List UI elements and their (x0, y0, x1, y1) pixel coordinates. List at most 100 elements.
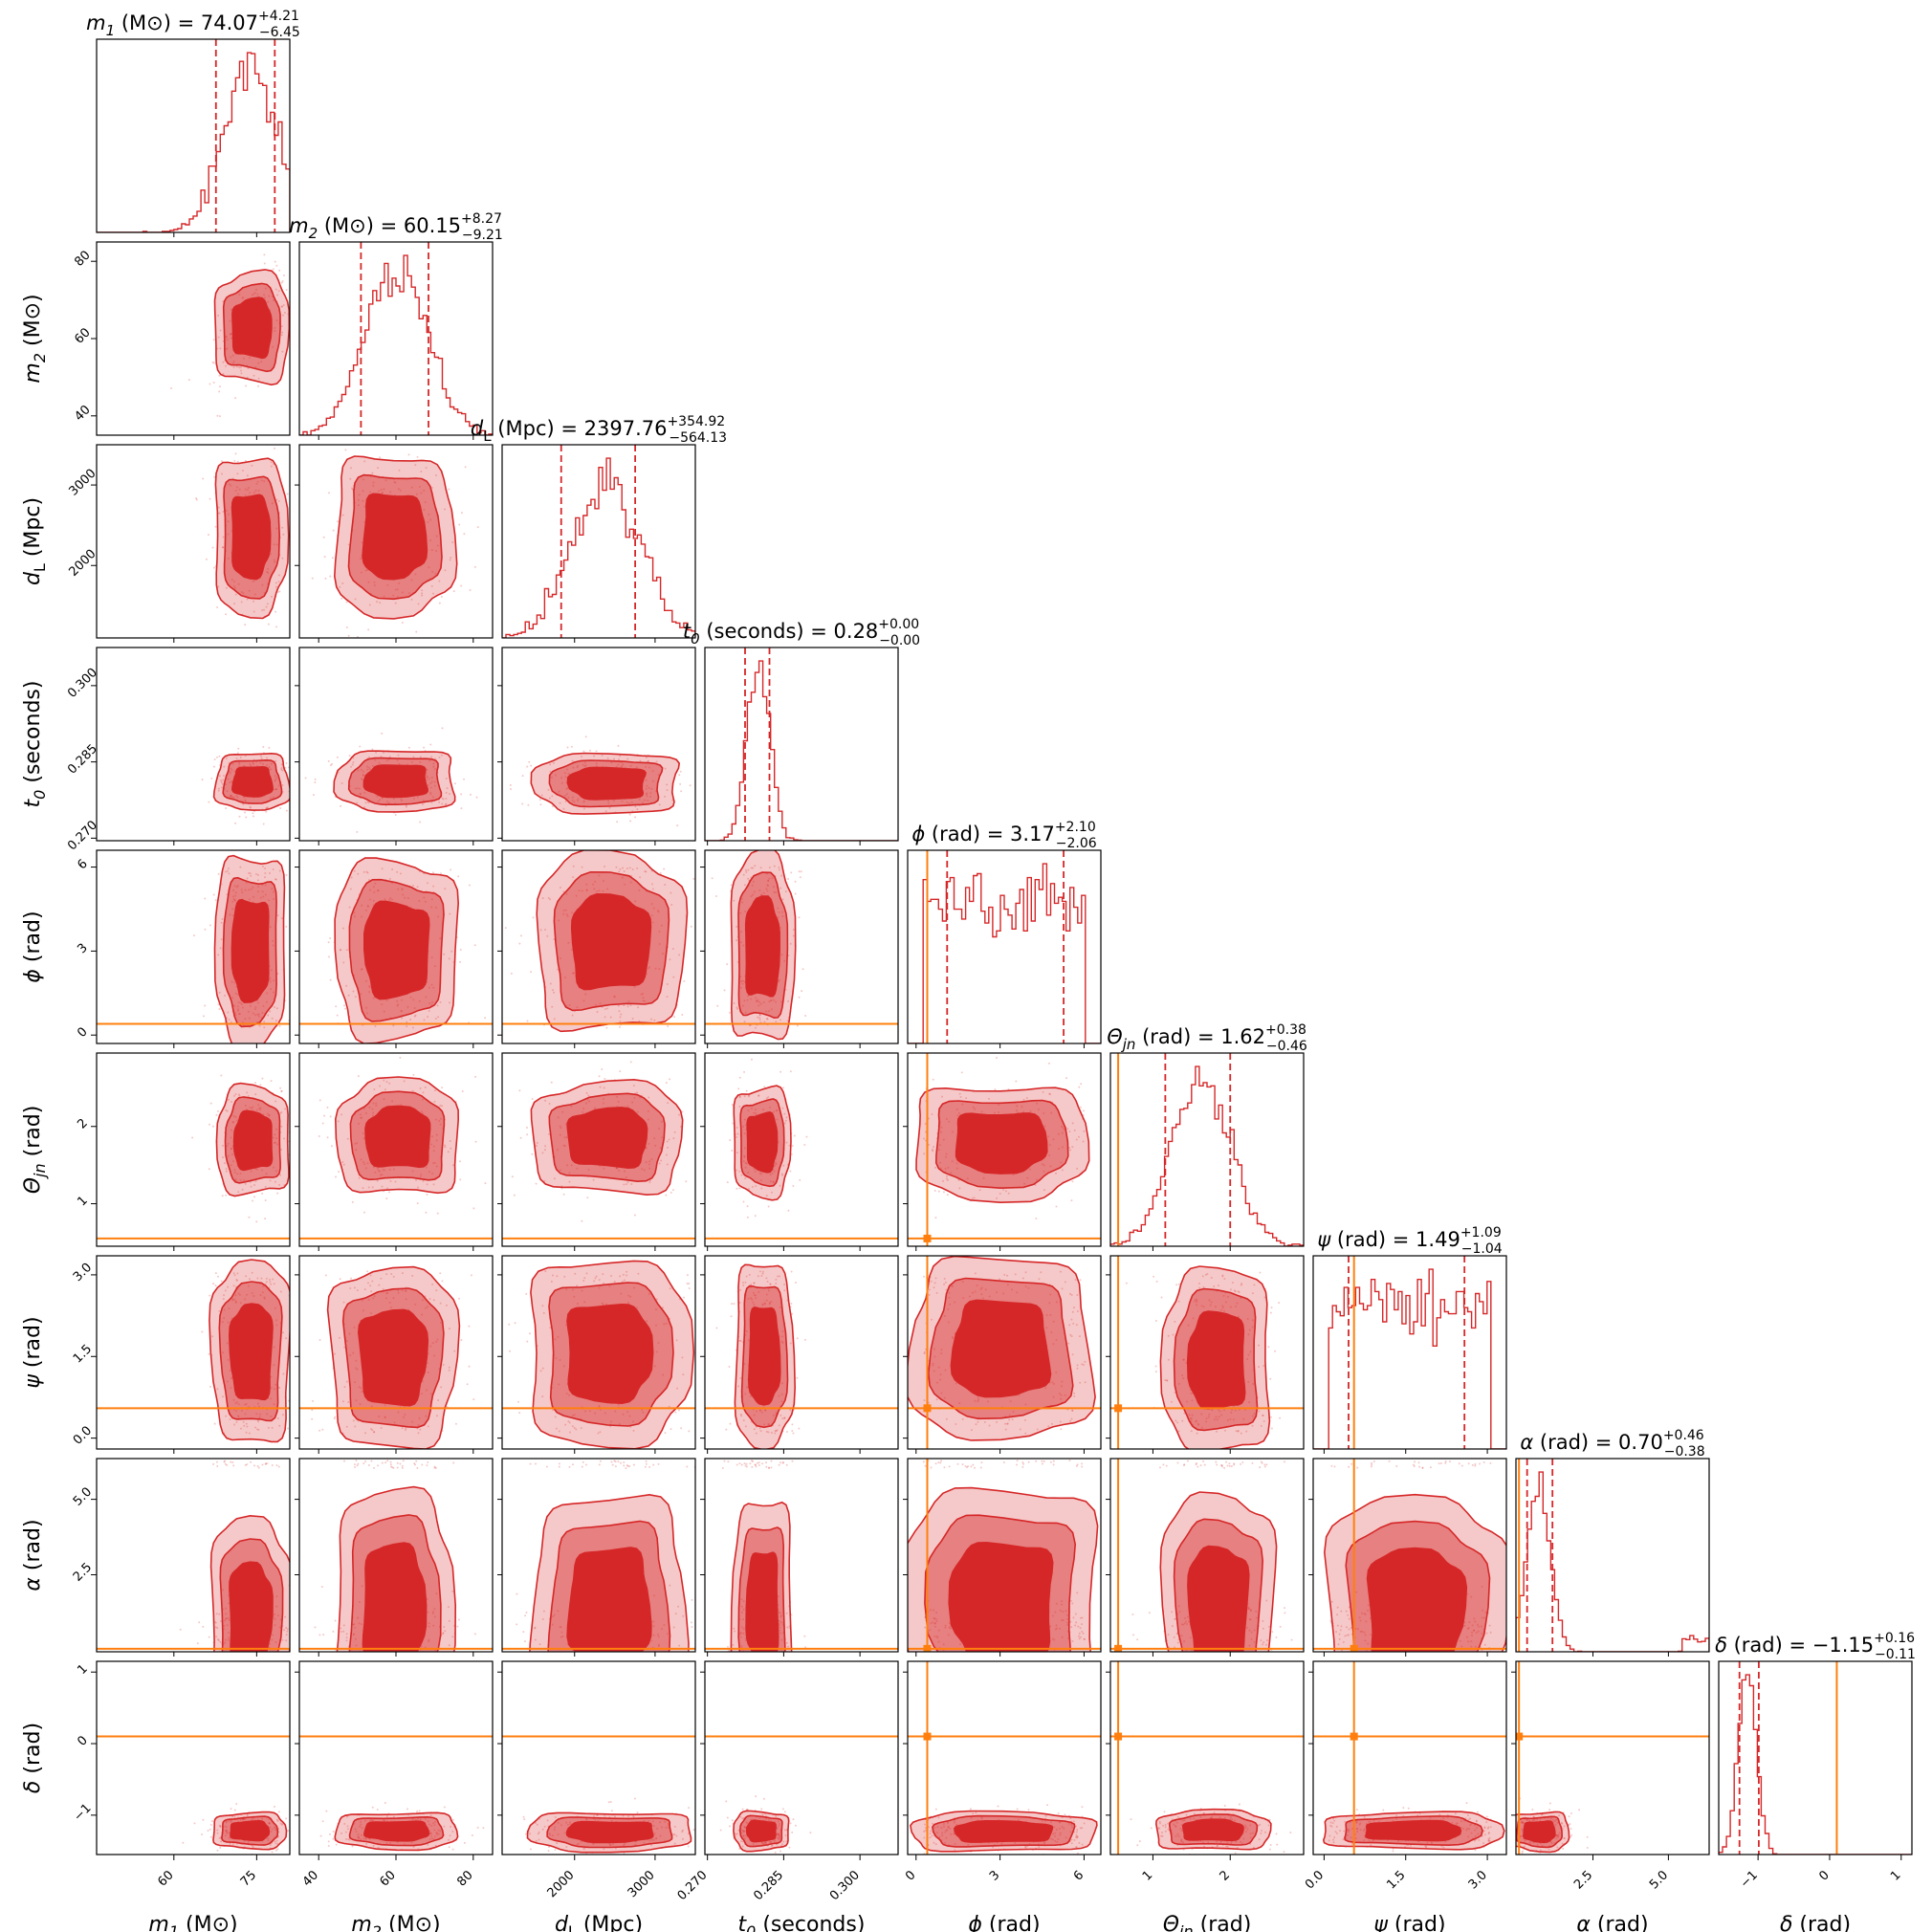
sample-point (747, 1094, 750, 1097)
sample-point (608, 806, 611, 809)
sample-point (244, 1182, 247, 1185)
sample-point (265, 1000, 268, 1003)
sample-point (218, 787, 221, 790)
sample-point (571, 759, 574, 762)
sample-point (924, 1131, 927, 1133)
sample-point (714, 894, 717, 897)
sample-point (530, 764, 533, 767)
sample-point (372, 997, 375, 999)
sample-point (210, 778, 213, 780)
sample-point (571, 911, 574, 914)
sample-point (1042, 1090, 1044, 1093)
sample-point (237, 1093, 240, 1096)
sample-point (381, 732, 384, 735)
sample-point (295, 324, 296, 326)
sample-point (376, 795, 379, 798)
sample-point (349, 1287, 352, 1290)
sample-point (220, 472, 223, 475)
sample-point (647, 799, 649, 801)
sample-point (252, 491, 255, 494)
sample-point (364, 1432, 367, 1435)
sample-point (208, 1168, 210, 1171)
sample-point (220, 1280, 223, 1283)
sample-point (743, 1021, 746, 1023)
sample-point (941, 1095, 944, 1098)
sample-point (373, 1295, 376, 1298)
sample-point (397, 1003, 400, 1006)
sample-point (346, 1137, 349, 1140)
sample-point (980, 1110, 983, 1113)
sample-point (457, 875, 460, 878)
sample-point (222, 546, 225, 549)
sample-point (448, 1328, 450, 1330)
sample-point (393, 1421, 396, 1424)
sample-point (445, 778, 448, 780)
sample-point (578, 889, 581, 892)
sample-point (410, 598, 413, 601)
sample-point (255, 1168, 258, 1171)
sample-point (669, 958, 671, 961)
sample-point (431, 570, 434, 573)
sample-point (535, 1144, 538, 1147)
sample-point (265, 605, 268, 608)
sample-point (750, 1107, 753, 1109)
sample-point (769, 999, 772, 1002)
sample-point (573, 1414, 576, 1416)
sample-point (468, 1365, 471, 1368)
sample-point (743, 1070, 746, 1073)
sample-point (362, 1131, 364, 1134)
density-2-3 (509, 735, 692, 827)
sample-point (394, 814, 397, 817)
sample-point (373, 581, 376, 583)
sample-point (234, 1294, 237, 1297)
sample-point (293, 1158, 295, 1160)
sample-point (244, 799, 247, 801)
sample-point (738, 1170, 741, 1173)
sample-point (780, 911, 783, 913)
sample-point (383, 1010, 385, 1013)
sample-point (244, 889, 247, 891)
sample-point (441, 1087, 444, 1089)
sample-point (233, 1274, 236, 1277)
sample-point (735, 1152, 738, 1154)
sample-point (402, 893, 405, 896)
sample-point (237, 1292, 240, 1295)
sample-point (432, 762, 435, 765)
panel-frame (298, 241, 494, 436)
sample-point (208, 1352, 210, 1355)
sample-point (227, 1321, 230, 1324)
sample-point (275, 319, 278, 322)
sample-point (382, 1287, 384, 1290)
sample-point (231, 895, 234, 898)
sample-point (583, 765, 586, 768)
sample-point (723, 989, 726, 992)
sample-point (244, 1403, 247, 1406)
sample-point (950, 1172, 953, 1175)
sample-point (692, 877, 695, 880)
sample-point (435, 1340, 438, 1343)
sample-point (226, 1145, 229, 1148)
sample-point (788, 1144, 791, 1147)
sample-point (230, 356, 232, 359)
sample-point (231, 980, 233, 983)
sample-point (413, 1007, 416, 1010)
sample-point (745, 1162, 748, 1165)
sample-point (430, 486, 433, 489)
sample-point (296, 1167, 298, 1169)
sample-point (397, 1411, 400, 1414)
sample-point (678, 954, 681, 956)
sample-point (295, 798, 296, 800)
sample-point (424, 900, 427, 903)
sample-point (296, 1317, 298, 1319)
sample-point (604, 1412, 606, 1415)
sample-point (671, 1189, 674, 1192)
sample-point (571, 1425, 574, 1428)
sample-point (726, 1181, 729, 1184)
sample-point (339, 585, 341, 588)
sample-point (745, 870, 748, 873)
sample-point (421, 1313, 424, 1316)
sample-point (744, 1124, 747, 1127)
sample-point (633, 985, 636, 988)
sample-point (678, 774, 681, 777)
sample-point (689, 784, 692, 787)
